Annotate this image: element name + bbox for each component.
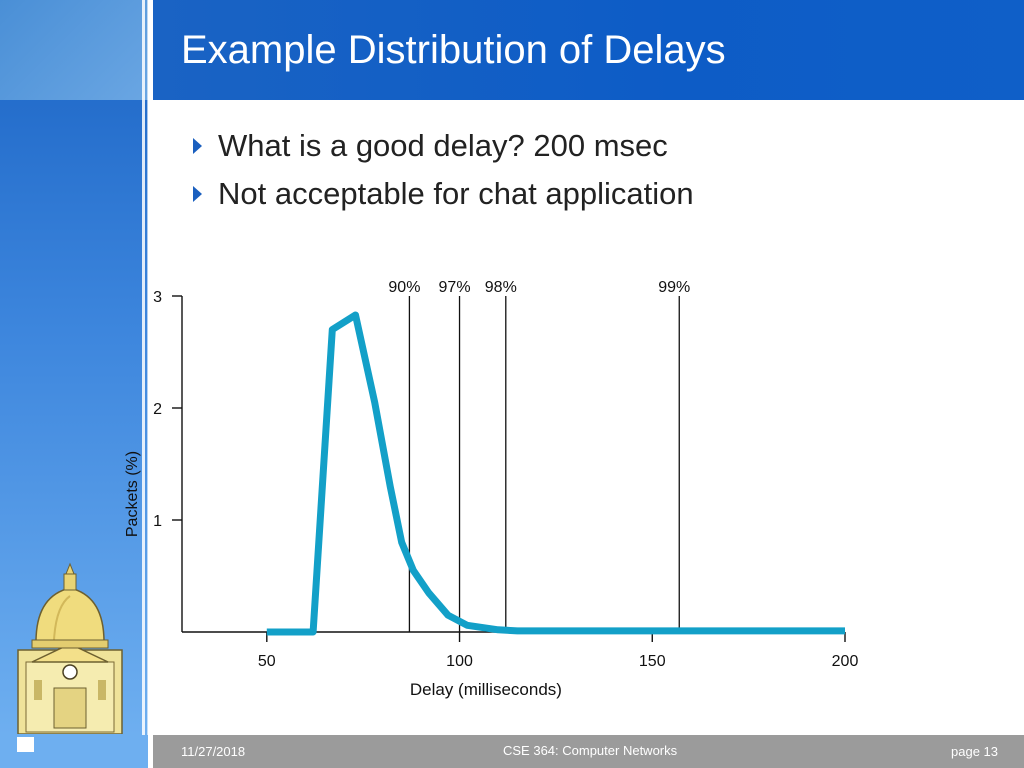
footer-date: 11/27/2018 [181,744,246,759]
x-axis-label: Delay (milliseconds) [410,680,562,699]
x-tick-label: 150 [639,653,666,670]
y-tick-label: 1 [153,513,162,530]
bullet-arrow-icon [193,138,202,154]
sidebar-rule [142,0,145,735]
delay-distribution-chart: 1 2 3 50 100 150 200 Delay (milliseconds) Packet… [124,279,859,699]
footer-corner-box [17,737,34,752]
percentile-marker-label: 99% [658,279,690,296]
sidebar-decoration [0,0,148,735]
bullet-item: What is a good delay? 200 msec [193,128,668,164]
sidebar-corner [0,0,148,100]
x-tick-label: 50 [258,653,276,670]
page-title: Example Distribution of Delays [181,28,726,72]
bullet-item: Not acceptable for chat application [193,176,694,212]
bullet-arrow-icon [193,186,202,202]
y-axis-label: Packets (%) [124,451,141,537]
footer-page-number: page 13 [951,744,998,759]
percentile-marker-label: 97% [439,279,471,296]
x-tick-label: 200 [832,653,859,670]
sidebar-rule-thin [147,0,148,735]
percentile-marker-label: 90% [388,279,420,296]
delay-distribution-curve [266,311,845,636]
y-tick-label: 2 [153,401,162,418]
golden-dome-logo [17,562,123,734]
title-bar: Example Distribution of Delays [153,0,1024,100]
percentile-marker-label: 98% [485,279,517,296]
x-tick-label: 100 [446,653,473,670]
footer-course: CSE 364: Computer Networks [503,743,678,758]
footer-bar: 11/27/2018 CSE 364: Computer Networks pa… [153,735,1024,768]
bullet-text: Not acceptable for chat application [218,176,694,211]
footer-corner [0,735,148,768]
y-tick-label: 3 [153,289,162,306]
bullet-text: What is a good delay? 200 msec [218,128,668,163]
